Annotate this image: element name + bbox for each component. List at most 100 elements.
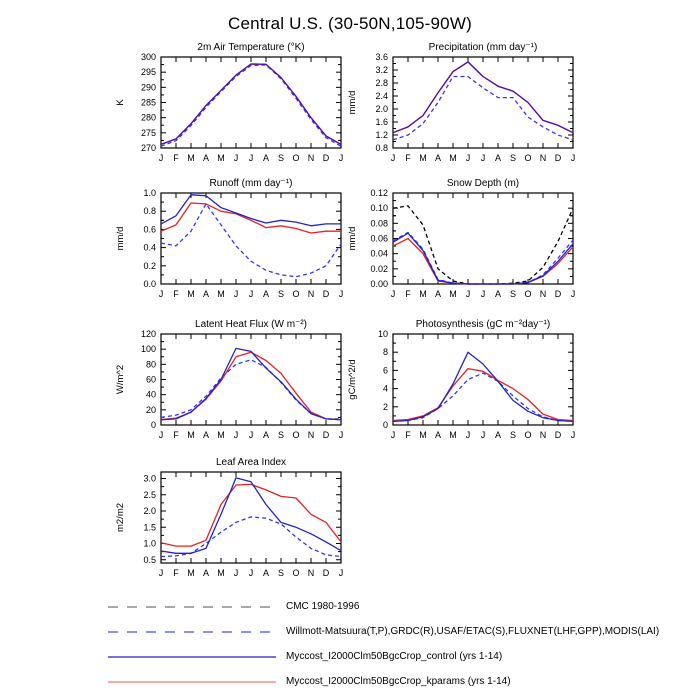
svg-text:S: S (510, 153, 516, 163)
y-axis-label: W/m^2 (115, 365, 126, 394)
svg-text:6: 6 (383, 365, 388, 375)
y-axis-label: mm/d (347, 227, 358, 251)
legend-line-sample-kparams (108, 680, 276, 683)
svg-text:2: 2 (383, 402, 388, 412)
legend-label-obs: Willmott-Matsuura(T,P),GRDC(R),USAF/ETAC… (286, 626, 660, 637)
svg-text:0.8: 0.8 (375, 143, 388, 153)
plot-frame (392, 333, 574, 426)
svg-text:D: D (555, 289, 562, 299)
svg-text:D: D (555, 153, 562, 163)
svg-text:3.6: 3.6 (375, 52, 388, 62)
svg-text:0.8: 0.8 (143, 206, 156, 216)
svg-text:O: O (524, 289, 531, 299)
svg-text:1.6: 1.6 (375, 117, 388, 127)
series-line-kparams (160, 202, 341, 234)
legend-item-cmc: CMC 1980-1996 (106, 594, 681, 619)
svg-text:J: J (571, 430, 576, 440)
svg-text:0: 0 (151, 420, 156, 430)
legend-line-sample-control (108, 655, 276, 658)
legend-line-sample-cmc (108, 605, 276, 608)
y-axis: 0.5 1.0 1.5 2.0 2.5 3.0 (143, 474, 341, 565)
chart-title: 2m Air Temperature (°K) (197, 42, 304, 53)
svg-text:295: 295 (141, 67, 156, 77)
svg-text:J: J (391, 430, 396, 440)
svg-text:10: 10 (378, 329, 388, 339)
svg-text:80: 80 (146, 359, 156, 369)
svg-text:S: S (278, 430, 284, 440)
svg-text:O: O (292, 289, 299, 299)
legend-item-obs: Willmott-Matsuura(T,P),GRDC(R),USAF/ETAC… (106, 619, 681, 644)
chart-snow-depth: Snow Depth (m)mm/dJ F M A M J J A S O N D J0.000.020… (347, 178, 575, 299)
series-line-obs (160, 203, 342, 278)
series-line-control (160, 194, 341, 227)
svg-text:M: M (217, 153, 225, 163)
svg-text:J: J (391, 153, 396, 163)
svg-text:J: J (481, 430, 486, 440)
chart-title: Latent Heat Flux (W m⁻²) (195, 319, 307, 330)
svg-text:J: J (466, 289, 471, 299)
legend-label-kparams: Myccost_I2000Clm50BgcCrop_kparams (yrs 1… (286, 676, 511, 687)
plot-frame (392, 192, 574, 285)
chart-air-temperature: 2m Air Temperature (°K)KJ F M A M J J A S O N D J270… (115, 42, 343, 163)
svg-text:1.0: 1.0 (143, 539, 156, 549)
svg-text:A: A (495, 430, 501, 440)
page-title: Central U.S. (30-50N,105-90W) (228, 14, 472, 33)
svg-text:D: D (323, 568, 330, 578)
svg-text:S: S (510, 430, 516, 440)
y-axis: 0.8 1.2 1.6 2.0 2.4 2.8 3.2 3.6 (375, 52, 573, 153)
svg-text:60: 60 (146, 375, 156, 385)
series-line-control (160, 477, 342, 554)
svg-text:J: J (339, 289, 344, 299)
svg-text:A: A (263, 289, 269, 299)
legend-item-kparams: Myccost_I2000Clm50BgcCrop_kparams (yrs 1… (106, 669, 681, 694)
svg-text:D: D (323, 153, 330, 163)
svg-text:2.0: 2.0 (375, 104, 388, 114)
svg-text:F: F (405, 430, 411, 440)
svg-text:4: 4 (383, 384, 388, 394)
series-line-control (392, 351, 574, 423)
svg-text:M: M (187, 430, 195, 440)
svg-text:0.12: 0.12 (370, 188, 388, 198)
chart-runoff: Runoff (mm day⁻¹)mm/dJ F M A M J J A S O N D J0.00.2… (115, 178, 344, 299)
svg-text:J: J (234, 568, 239, 578)
chart-latent-heat-flux: Latent Heat Flux (W m⁻²)W/m^2J F M A M J J A S O N… (115, 319, 343, 440)
chart-title: Snow Depth (m) (447, 178, 519, 189)
svg-text:A: A (263, 153, 269, 163)
chart-photosynthesis: Photosynthesis (gC m⁻²day⁻¹)gC/m^2/dJ F M A… (347, 319, 576, 440)
svg-text:290: 290 (141, 82, 156, 92)
svg-text:J: J (391, 289, 396, 299)
svg-text:A: A (435, 153, 441, 163)
svg-text:2.0: 2.0 (143, 506, 156, 516)
chart-title: Runoff (mm day⁻¹) (210, 178, 293, 189)
svg-text:1.2: 1.2 (375, 130, 388, 140)
y-axis: 270 275 280 285 290 295 300 (141, 52, 341, 153)
chart-title: Precipitation (mm day⁻¹) (429, 42, 538, 53)
svg-text:S: S (510, 289, 516, 299)
svg-text:M: M (449, 430, 457, 440)
svg-text:J: J (481, 153, 486, 163)
svg-text:1.0: 1.0 (143, 188, 156, 198)
svg-text:S: S (278, 153, 284, 163)
svg-text:M: M (187, 153, 195, 163)
svg-text:0.4: 0.4 (143, 243, 156, 253)
svg-text:O: O (292, 430, 299, 440)
svg-text:0.5: 0.5 (143, 555, 156, 565)
series-line-obs (392, 75, 574, 141)
svg-text:A: A (263, 430, 269, 440)
svg-text:M: M (187, 568, 195, 578)
svg-text:100: 100 (141, 344, 156, 354)
svg-text:N: N (308, 153, 315, 163)
svg-text:0.00: 0.00 (370, 279, 388, 289)
svg-text:J: J (466, 153, 471, 163)
svg-text:F: F (405, 153, 411, 163)
svg-text:J: J (159, 430, 164, 440)
svg-text:280: 280 (141, 113, 156, 123)
svg-text:M: M (419, 289, 427, 299)
series-line-control (160, 63, 342, 146)
